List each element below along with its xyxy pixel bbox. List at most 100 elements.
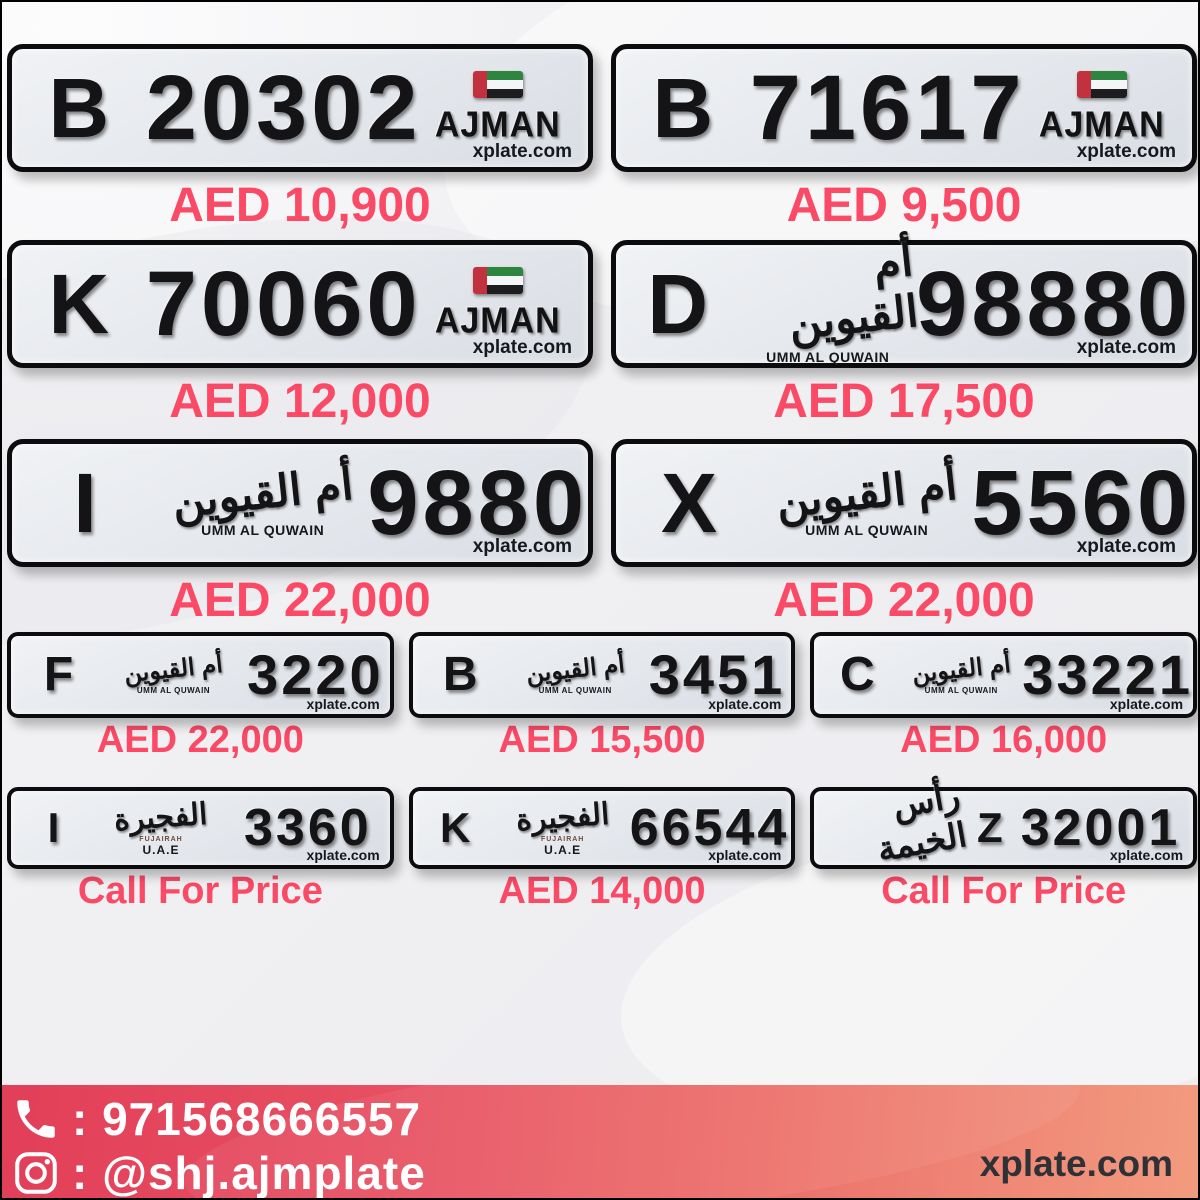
uae-flag-icon — [472, 267, 523, 294]
uae-flag-icon — [472, 71, 523, 98]
license-plate-i-9880: I أم القيوين UMM AL QUWAIN 9880 xplate.c… — [7, 439, 593, 567]
emirate-arabic-calligraphy: أم القيوين — [169, 459, 356, 528]
plate-letter: I — [73, 456, 97, 550]
plate-listing: D أم القيوين UMM AL QUWAIN 98880 xplate.… — [611, 236, 1197, 429]
plate-characters: Z 32001 — [964, 802, 1193, 854]
price-label: AED 10,900 — [169, 179, 431, 232]
plate-listing: K الفجيرة FUJAIRAH U.A.E 66544 xplate.co… — [408, 787, 796, 913]
instagram-row: : @shj.ajmplate — [10, 1147, 1198, 1198]
plate-letter: B — [652, 61, 714, 155]
plate-watermark: xplate.com — [472, 536, 572, 557]
license-plate-i-3360: I الفجيرة FUJAIRAH U.A.E 3360 xplate.com — [7, 787, 394, 869]
emirate-arabic-calligraphy: أم القيوين — [786, 235, 921, 349]
plate-watermark: xplate.com — [472, 337, 572, 358]
plate-number: 5560 — [971, 452, 1192, 554]
emirate-arabic-calligraphy: أم القيوين — [122, 650, 225, 689]
plate-letter: C — [839, 648, 875, 701]
ajman-emblem: AJMAN — [1026, 71, 1192, 145]
plate-listing: B أم القيوين UMM AL QUWAIN 3451 xplate.c… — [408, 632, 796, 762]
plate-watermark: xplate.com — [1076, 141, 1176, 162]
plate-number: 3451 — [648, 643, 786, 706]
emirate-label: AJMAN — [434, 105, 561, 145]
country-label: U.A.E — [142, 842, 180, 857]
plate-letter: Z — [977, 804, 1003, 851]
phone-row: : 971568666557 — [10, 1093, 1198, 1145]
fujairah-emblem: الفجيرة FUJAIRAH U.A.E — [498, 797, 628, 856]
plate-listing: I أم القيوين UMM AL QUWAIN 9880 xplate.c… — [7, 439, 593, 628]
ajman-emblem: AJMAN — [422, 71, 588, 145]
emirate-label: UMM AL QUWAIN — [805, 522, 929, 538]
phone-number: : 971568666557 — [72, 1093, 422, 1145]
instagram-handle: : @shj.ajmplate — [72, 1147, 426, 1198]
plate-watermark: xplate.com — [1076, 536, 1176, 557]
plate-number: 33221 — [1022, 643, 1194, 706]
plate-letter: K — [440, 804, 471, 851]
umm-al-quwain-emblem: أم القيوين UMM AL QUWAIN — [508, 651, 643, 695]
plate-number: 98880 — [916, 253, 1192, 355]
plate-letter: D — [647, 257, 709, 351]
price-label: AED 14,000 — [498, 870, 706, 912]
license-plate-x-5560: X أم القيوين UMM AL QUWAIN 5560 xplate.c… — [611, 439, 1197, 567]
emirate-label: UMM AL QUWAIN — [201, 522, 325, 538]
plate-row-5: I الفجيرة FUJAIRAH U.A.E 3360 xplate.com… — [7, 777, 1198, 913]
emirate-arabic-calligraphy: رأس الخيمة — [874, 776, 970, 869]
ras-al-khaimah-emblem: رأس الخيمة — [814, 777, 970, 869]
umm-al-quwain-emblem: أم القيوين UMM AL QUWAIN — [762, 460, 971, 538]
license-plate-b-20302: B 20302 AJMAN xplate.com — [7, 44, 593, 172]
plate-watermark: xplate.com — [1076, 337, 1176, 358]
price-label: AED 9,500 — [786, 179, 1022, 232]
plate-listing: B 20302 AJMAN xplate.com AED 10,900 — [7, 44, 593, 233]
price-label: Call For Price — [77, 870, 323, 912]
fujairah-emblem: الفجيرة FUJAIRAH U.A.E — [96, 797, 226, 857]
price-label: AED 16,000 — [900, 719, 1108, 761]
license-plate-c-33221: C أم القيوين UMM AL QUWAIN 33221 xplate.… — [810, 632, 1198, 718]
plate-listing: رأس الخيمة Z 32001 xplate.com Call For P… — [810, 777, 1198, 913]
plate-letter: B — [48, 61, 110, 155]
emirate-arabic-calligraphy: أم القيوين — [524, 650, 626, 689]
plate-watermark: xplate.com — [306, 696, 380, 712]
plate-row-4: F أم القيوين UMM AL QUWAIN 3220 xplate.c… — [7, 632, 1198, 762]
plate-number: 66544 — [629, 799, 790, 857]
license-plate-z-32001: رأس الخيمة Z 32001 xplate.com — [810, 777, 1198, 869]
plate-number: 71617 — [749, 57, 1026, 159]
emirate-arabic-calligraphy: الفجيرة — [113, 797, 209, 837]
plate-letter: B — [442, 648, 478, 701]
price-label: AED 22,000 — [169, 574, 431, 627]
price-label: Call For Price — [881, 870, 1127, 912]
contact-block: : 971568666557 : @shj.ajmplate — [2, 1085, 1198, 1198]
phone-icon — [10, 1093, 62, 1145]
plate-listing: C أم القيوين UMM AL QUWAIN 33221 xplate.… — [810, 632, 1198, 762]
emirate-arabic-calligraphy: أم القيوين — [773, 459, 960, 528]
plate-letter: I — [47, 804, 60, 851]
plate-listing: B 71617 AJMAN xplate.com AED 9,500 — [611, 44, 1197, 233]
contact-footer: : 971568666557 : @shj.ajmplate xplate.co… — [2, 1085, 1198, 1198]
ajman-emblem: AJMAN — [422, 267, 588, 341]
plate-letter: K — [48, 257, 110, 351]
plate-listing: I الفجيرة FUJAIRAH U.A.E 3360 xplate.com… — [7, 787, 394, 913]
emirate-label: FUJAIRAH — [540, 835, 585, 843]
license-plate-b-71617: B 71617 AJMAN xplate.com — [611, 44, 1197, 172]
plate-number: 3220 — [247, 643, 384, 706]
emirate-label: AJMAN — [434, 301, 561, 341]
price-label: AED 22,000 — [96, 719, 304, 761]
license-plate-k-70060: K 70060 AJMAN xplate.com — [7, 240, 593, 368]
plate-row-1: B 20302 AJMAN xplate.com AED 10,900 B 71… — [7, 44, 1197, 233]
plate-watermark: xplate.com — [708, 847, 782, 863]
plate-letter: F — [43, 648, 74, 701]
price-label: AED 22,000 — [773, 574, 1035, 627]
emirate-label: UMM AL QUWAIN — [924, 686, 998, 695]
emirate-label: UMM AL QUWAIN — [766, 348, 890, 365]
emirate-label: AJMAN — [1038, 105, 1165, 145]
price-label: AED 17,500 — [773, 375, 1035, 428]
plate-watermark: xplate.com — [708, 696, 782, 712]
umm-al-quwain-emblem: أم القيوين UMM AL QUWAIN — [158, 460, 367, 538]
license-plate-k-66544: K الفجيرة FUJAIRAH U.A.E 66544 xplate.co… — [408, 787, 796, 869]
uae-flag-icon — [1076, 71, 1127, 98]
plate-watermark: xplate.com — [472, 141, 572, 162]
price-label: AED 12,000 — [169, 375, 431, 428]
price-label: AED 15,500 — [498, 719, 706, 761]
plate-watermark: xplate.com — [1109, 696, 1184, 712]
plate-listing: X أم القيوين UMM AL QUWAIN 5560 xplate.c… — [611, 439, 1197, 628]
instagram-icon — [10, 1147, 62, 1198]
